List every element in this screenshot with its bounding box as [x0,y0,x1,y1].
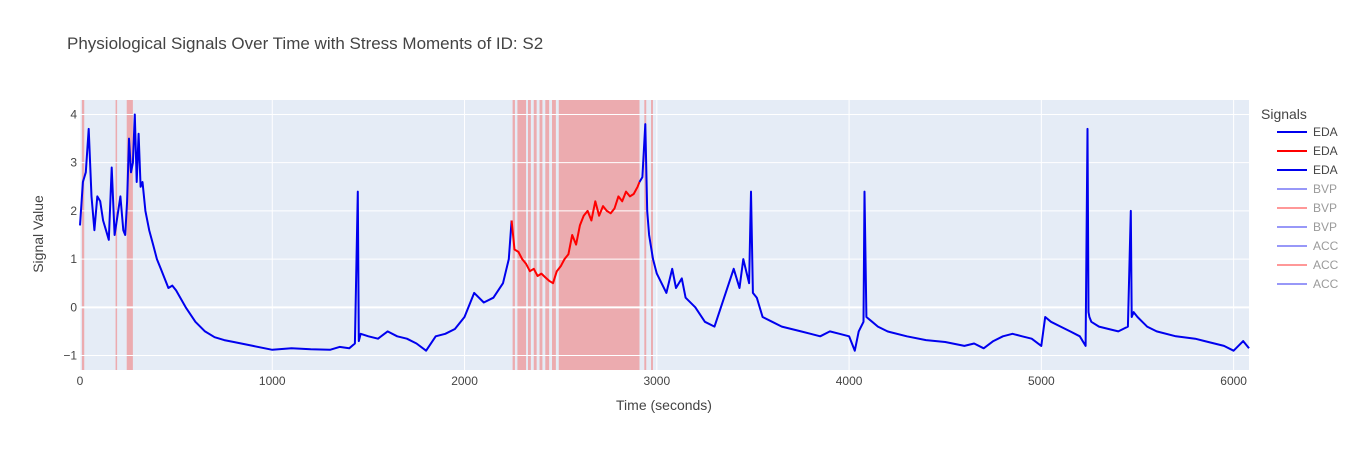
stress-band-4 [517,100,527,370]
x-axis-title: Time (seconds) [616,397,712,413]
legend-item-bvp-5[interactable]: BVP [1277,220,1337,234]
stress-band-10 [558,100,640,370]
stress-band-7 [539,100,543,370]
legend-item-eda-2[interactable]: EDA [1277,163,1338,177]
x-tick-label: 4000 [836,374,863,388]
x-tick-label: 1000 [259,374,286,388]
chart-title: Physiological Signals Over Time with Str… [67,34,543,53]
x-tick-label: 6000 [1220,374,1247,388]
legend-label: EDA [1313,125,1338,139]
x-tick-label: 0 [77,374,84,388]
y-axis-ticks: −1 0 1 2 3 4 [63,107,77,362]
y-tick-label: 4 [70,107,77,121]
stress-band-2 [126,100,133,370]
legend-label: EDA [1313,163,1338,177]
legend-item-eda-1[interactable]: EDA [1277,144,1338,158]
stress-band-12 [651,100,653,370]
series-line-eda-0 [79,113,513,352]
legend-item-acc-7[interactable]: ACC [1277,258,1339,272]
legend-label: ACC [1313,239,1339,253]
x-axis-ticks: 0 1000 2000 3000 4000 5000 6000 [77,374,1248,388]
legend-item-acc-6[interactable]: ACC [1277,239,1339,253]
legend-title: Signals [1261,106,1307,122]
x-tick-label: 5000 [1028,374,1055,388]
stress-band-0 [81,100,85,370]
series-line-eda-2 [638,123,1250,352]
stress-band-1 [115,100,118,370]
series-lines [79,113,1250,352]
legend-label: ACC [1313,277,1339,291]
series-line-eda-1 [510,181,641,285]
stress-band-8 [545,100,550,370]
gridlines [79,100,1249,370]
stress-band-5 [527,100,531,370]
y-tick-label: 2 [70,204,77,218]
stress-band-6 [533,100,537,370]
x-tick-label: 2000 [451,374,478,388]
legend-item-acc-8[interactable]: ACC [1277,277,1339,291]
legend-item-eda-0[interactable]: EDA [1277,125,1338,139]
legend-label: EDA [1313,144,1338,158]
legend-label: BVP [1313,220,1337,234]
legend-label: BVP [1313,182,1337,196]
legend-item-bvp-4[interactable]: BVP [1277,201,1337,215]
y-tick-label: 0 [70,300,77,314]
legend-item-bvp-3[interactable]: BVP [1277,182,1337,196]
x-tick-label: 3000 [643,374,670,388]
stress-band-9 [552,100,556,370]
y-tick-label: −1 [63,349,77,363]
legend[interactable]: Signals EDA EDA EDA BVP BVP BVP ACC ACC ACC [1261,106,1339,291]
stress-band-11 [644,100,647,370]
legend-label: BVP [1313,201,1337,215]
y-tick-label: 1 [70,252,77,266]
y-tick-label: 3 [70,156,77,170]
legend-label: ACC [1313,258,1339,272]
plot-area [80,100,1249,370]
y-axis-title: Signal Value [30,195,46,273]
